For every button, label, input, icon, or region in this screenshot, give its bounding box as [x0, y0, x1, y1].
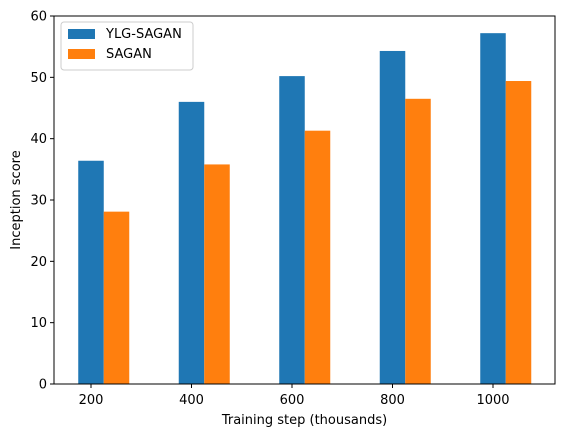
y-tick-label: 10	[30, 316, 47, 331]
x-tick-label: 200	[79, 393, 104, 408]
legend-swatch-ylg-sagan	[68, 29, 95, 39]
x-tick-label: 400	[179, 393, 204, 408]
y-axis-label: Inception score	[9, 150, 24, 249]
bar-sagan-200	[103, 211, 130, 384]
legend-label-sagan: SAGAN	[106, 47, 152, 62]
bar-sagan-400	[204, 164, 230, 384]
y-axis: 0 10 20 30 40 50 60	[30, 10, 54, 393]
y-tick-label: 30	[30, 194, 47, 209]
legend: YLG-SAGAN SAGAN	[60, 21, 194, 71]
x-axis: 200 400 600 800 1000	[79, 384, 510, 408]
bar-ylg-sagan-600	[279, 76, 305, 385]
bar-sagan-1000	[505, 81, 532, 384]
x-tick-label: 800	[380, 393, 405, 408]
bar-ylg-sagan-800	[379, 50, 406, 385]
x-tick-label: 1000	[476, 393, 509, 408]
x-axis-label: Training step (thousands)	[221, 413, 387, 428]
bars-layer	[78, 33, 532, 385]
x-tick-label: 600	[280, 393, 305, 408]
y-tick-label: 50	[30, 71, 47, 86]
y-tick-label: 40	[30, 132, 47, 147]
legend-swatch-sagan	[68, 49, 95, 59]
bar-ylg-sagan-200	[78, 160, 104, 384]
bar-ylg-sagan-400	[178, 101, 205, 385]
bar-sagan-800	[405, 98, 431, 385]
y-tick-label: 20	[30, 255, 47, 270]
bar-sagan-600	[304, 130, 331, 384]
y-tick-label: 0	[39, 378, 47, 393]
y-tick-label: 60	[30, 10, 47, 25]
bar-ylg-sagan-1000	[480, 33, 506, 385]
legend-label-ylg-sagan: YLG-SAGAN	[105, 27, 182, 42]
